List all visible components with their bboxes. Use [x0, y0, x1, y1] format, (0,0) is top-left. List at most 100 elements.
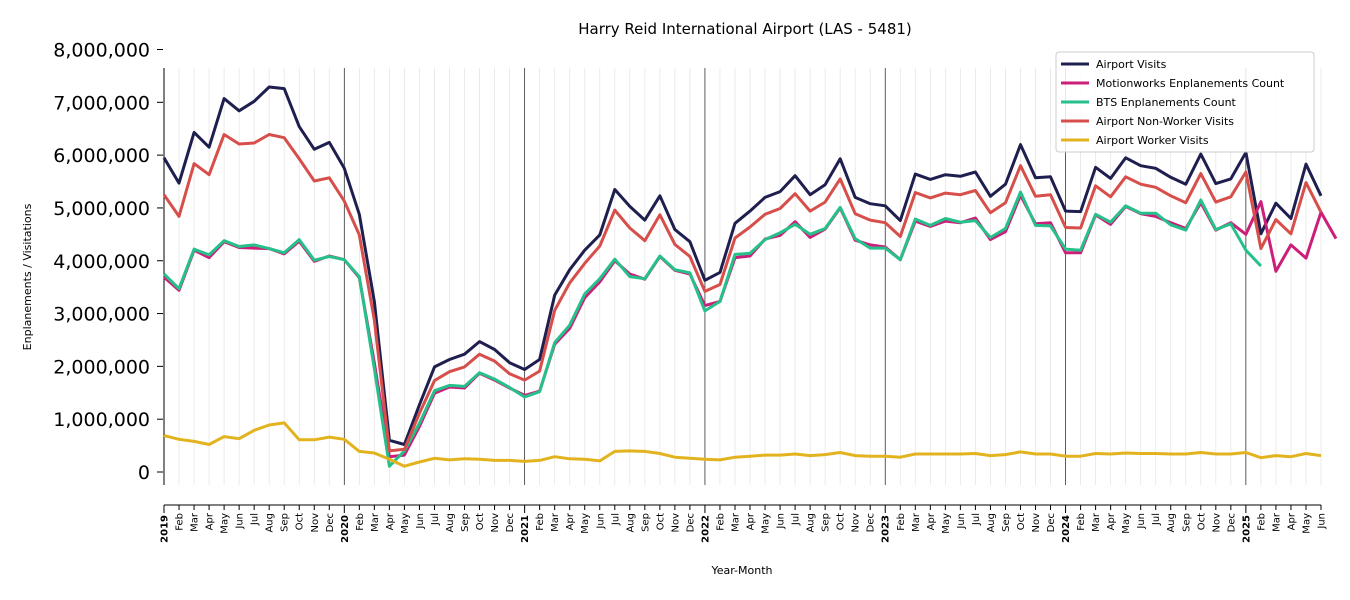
x-tick-label-month: Dec — [325, 513, 336, 532]
series-line-airport-non-worker-visits — [162, 133, 1323, 453]
y-tick-label: 0 — [138, 462, 150, 484]
x-tick-label-month: Feb — [1256, 513, 1267, 531]
x-tick-label-month: Aug — [265, 513, 276, 533]
legend-box — [1055, 51, 1315, 153]
x-tick-label-month: Oct — [295, 513, 306, 530]
y-tick-label: 5,000,000 — [53, 198, 150, 220]
x-tick-label-month: Jun — [1317, 513, 1328, 530]
x-tick-label-month: Jun — [415, 513, 426, 530]
y-axis: 0 1,000,000 2,000,000 3,000,000 4,000,000 5,0… — [53, 40, 165, 485]
x-tick-label-month: Feb — [715, 513, 726, 531]
x-tick-label-year: 2019 — [160, 515, 171, 543]
x-tick-label-month: Feb — [355, 513, 366, 531]
y-tick-label: 8,000,000 — [53, 40, 150, 62]
x-tick-label-month: Sep — [1001, 513, 1012, 532]
legend-label-airport-worker-visits: Airport Worker Visits — [1096, 134, 1209, 147]
x-tick-label-month: Feb — [175, 513, 186, 531]
y-tick-label: 4,000,000 — [53, 251, 150, 273]
x-tick-label-month: Sep — [640, 513, 651, 532]
x-tick-label-month: Apr — [746, 512, 757, 530]
legend-label-bts-enplanements-count: BTS Enplanements Count — [1096, 96, 1237, 109]
x-tick-label-month: Mar — [730, 512, 741, 532]
x-tick-label-month: Jul — [1151, 513, 1162, 526]
x-tick-label-month: May — [1301, 513, 1312, 534]
x-tick-label-month: Jun — [595, 513, 606, 530]
x-tick-label-month: Mar — [550, 512, 561, 532]
y-tick-label: 7,000,000 — [53, 92, 150, 114]
x-tick-label-month: Apr — [385, 512, 396, 530]
series-line-airport-visits — [162, 85, 1323, 446]
x-tick-label-month: Nov — [670, 513, 681, 533]
x-tick-label-year: 2025 — [1241, 515, 1252, 543]
x-tick-label-month: Aug — [986, 513, 997, 533]
legend-label-airport-visits: Airport Visits — [1096, 58, 1167, 71]
x-tick-label-year: 2023 — [881, 515, 892, 543]
x-tick-label-month: Dec — [1046, 513, 1057, 532]
x-tick-label-month: Nov — [1211, 513, 1222, 533]
series-line-bts-enplanements-count — [162, 190, 1262, 468]
series-line-airport-worker-visits — [163, 421, 1322, 468]
x-tick-label-month: Dec — [866, 513, 877, 532]
x-tick-label-month: Jun — [1136, 513, 1147, 530]
x-tick-label-month: Jul — [791, 513, 802, 526]
x-tick-label-month: Jun — [776, 513, 787, 530]
x-tick-label-year: 2021 — [520, 515, 531, 543]
x-tick-label-month: May — [580, 513, 591, 534]
legend: Airport Visits Motionworks Enplanements C… — [1055, 51, 1315, 153]
x-tick-label-month: Nov — [1031, 513, 1042, 533]
x-tick-label-year: 2020 — [340, 515, 351, 543]
legend-label-airport-non-worker-visits: Airport Non-Worker Visits — [1096, 115, 1234, 128]
x-tick-label-month: Aug — [445, 513, 456, 533]
x-tick-label-month: Mar — [911, 512, 922, 532]
x-tick-label-month: Nov — [310, 513, 321, 533]
x-tick-label-month: Nov — [490, 513, 501, 533]
x-tick-label-month: Aug — [1166, 513, 1177, 533]
x-tick-label-year: 2024 — [1061, 515, 1072, 543]
y-tick-label: 6,000,000 — [53, 145, 150, 167]
x-tick-label-month: May — [220, 513, 231, 534]
x-tick-label-month: Sep — [1181, 513, 1192, 532]
x-tick-label-month: Dec — [685, 513, 696, 532]
x-tick-label-month: Jul — [430, 513, 441, 526]
x-tick-label-month: Dec — [1226, 513, 1237, 532]
x-tick-label-month: Feb — [535, 513, 546, 531]
x-tick-label-month: Jul — [610, 513, 621, 526]
x-axis-label: Year-Month — [710, 564, 772, 577]
x-tick-label-month: Sep — [821, 513, 832, 532]
x-tick-label-month: Dec — [505, 513, 516, 532]
x-tick-label-month: Nov — [851, 513, 862, 533]
x-tick-label-month: Mar — [1091, 512, 1102, 532]
x-tick-label-month: Apr — [1106, 512, 1117, 530]
x-tick-label-month: Apr — [565, 512, 576, 530]
x-tick-label-month: Oct — [475, 513, 486, 530]
x-tick-label-month: Apr — [926, 512, 937, 530]
x-tick-label-month: May — [941, 513, 952, 534]
x-tick-label-year: 2022 — [700, 515, 711, 543]
legend-label-motionworks-enplanements-count: Motionworks Enplanements Count — [1096, 77, 1285, 90]
x-tick-label-month: Feb — [1076, 513, 1087, 531]
x-tick-label-month: Oct — [1196, 513, 1207, 530]
y-tick-label: 3,000,000 — [53, 304, 150, 326]
x-axis: 2019 Feb Mar Apr May Jun Jul Aug Sep Oct Nov Dec 202… — [160, 504, 1328, 543]
x-tick-label-month: Apr — [205, 512, 216, 530]
x-tick-label-month: Oct — [1016, 513, 1027, 530]
x-tick-label-month: Sep — [460, 513, 471, 532]
series-group — [162, 85, 1338, 468]
x-tick-label-month: Mar — [370, 512, 381, 532]
x-tick-label-month: May — [761, 513, 772, 534]
y-axis-label: Enplanements / Visitations — [21, 203, 34, 350]
x-tick-label-month: Sep — [280, 513, 291, 532]
chart-title: Harry Reid International Airport (LAS - … — [578, 20, 912, 38]
x-tick-label-month: Mar — [1271, 512, 1282, 532]
x-tick-label-month: Aug — [806, 513, 817, 533]
x-tick-label-month: Jun — [956, 513, 967, 530]
x-tick-label-month: Feb — [896, 513, 907, 531]
x-tick-label-month: Jul — [250, 513, 261, 526]
x-tick-label-month: Jun — [235, 513, 246, 530]
y-tick-label: 1,000,000 — [53, 409, 150, 431]
x-tick-label-month: May — [400, 513, 411, 534]
x-tick-label-month: Apr — [1286, 512, 1297, 530]
x-tick-label-month: Oct — [655, 513, 666, 530]
